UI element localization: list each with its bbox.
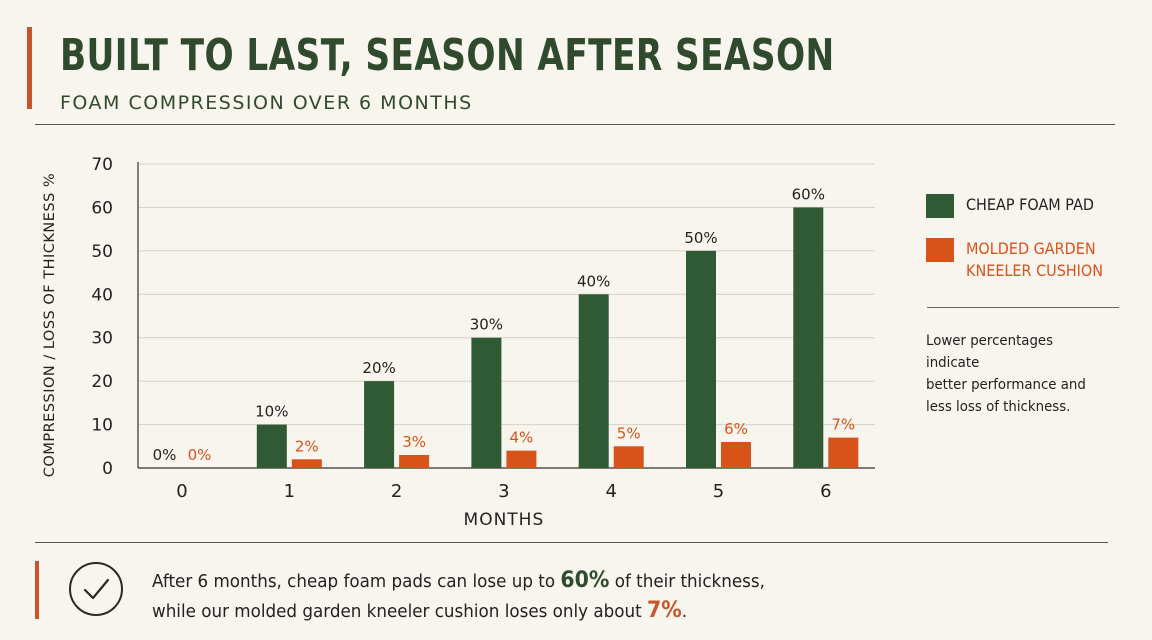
legend-item-cheap-foam-pad: CHEAP FOAM PAD [926, 194, 1108, 218]
legend-note-line2: better performance and [926, 377, 1086, 393]
legend-note-line3: less loss of thickness. [926, 399, 1071, 415]
chart-labels: 0 10 20 30 40 50 60 70 0 1 2 3 4 5 6 MONTHS COMPRESSION … [42, 155, 855, 530]
legend-text-line2: KNEELER CUSHION [966, 261, 1104, 280]
x-tick-label: 1 [284, 481, 295, 502]
y-tick-label: 30 [91, 329, 113, 349]
page-title: BUILT TO LAST, SEASON AFTER SEASON [60, 30, 835, 81]
footer-divider [35, 542, 1108, 543]
y-axis-title: COMPRESSION / LOSS OF THICKNESS % [42, 173, 58, 477]
y-tick-label: 40 [91, 285, 113, 305]
legend-label-cheap-foam-pad: CHEAP FOAM PAD [966, 194, 1094, 216]
legend-note: Lower percentages indicate better perfor… [926, 330, 1110, 418]
bar-molded-kneeler [828, 437, 859, 468]
data-label-cheap: 0% [153, 446, 177, 464]
x-tick-label: 2 [391, 481, 402, 502]
bar-cheap-foam-pad [793, 207, 824, 468]
x-tick-label: 4 [605, 481, 616, 502]
x-tick-label: 3 [498, 481, 509, 502]
data-label-molded: 5% [617, 424, 641, 442]
bar-cheap-foam-pad [686, 250, 716, 468]
legend-text: CHEAP FOAM PAD [966, 195, 1095, 214]
x-tick-label: 6 [820, 481, 831, 502]
callout-text-segment: After 6 months, cheap foam pads can lose… [152, 571, 561, 592]
bar-molded-kneeler [291, 459, 322, 468]
data-label-molded: 7% [831, 416, 855, 434]
bar-molded-kneeler [721, 441, 751, 468]
legend-label-molded-kneeler: MOLDED GARDEN KNEELER CUSHION [966, 238, 1103, 282]
bar-cheap-foam-pad [256, 424, 287, 468]
callout-text-segment: . [681, 601, 688, 622]
legend-divider [927, 307, 1119, 308]
callout-line1: After 6 months, cheap foam pads can lose… [152, 566, 765, 596]
bar-chart: 0 10 20 30 40 50 60 70 0 1 2 3 4 5 6 MONTHS COMPRESSION … [42, 155, 875, 530]
legend-swatch-orange [926, 238, 954, 262]
data-label-cheap: 60% [792, 185, 825, 203]
x-tick-label: 5 [713, 481, 724, 502]
chart-bars [256, 207, 859, 468]
callout-highlight-cheap: 60% [560, 568, 610, 593]
bar-cheap-foam-pad [364, 381, 395, 468]
data-label-molded: 4% [510, 429, 534, 447]
data-label-cheap: 40% [577, 272, 610, 290]
x-axis-title: MONTHS [464, 510, 545, 530]
callout-line2: while our molded garden kneeler cushion … [152, 596, 765, 626]
callout-highlight-molded: 7% [647, 598, 682, 623]
y-tick-label: 70 [91, 155, 113, 175]
header-divider [35, 124, 1115, 125]
y-tick-label: 60 [91, 198, 113, 218]
data-label-molded: 2% [295, 437, 319, 455]
callout-text: After 6 months, cheap foam pads can lose… [152, 566, 765, 626]
data-label-cheap: 50% [684, 229, 717, 247]
chart-gridlines [138, 163, 875, 426]
data-label-molded: 3% [402, 433, 426, 451]
data-label-molded: 0% [188, 446, 212, 464]
check-circle-icon [69, 562, 123, 616]
data-label-cheap: 10% [255, 403, 288, 421]
bar-cheap-foam-pad [578, 294, 609, 468]
y-tick-label: 50 [91, 242, 113, 262]
legend-swatch-green [926, 194, 954, 218]
y-tick-label: 10 [91, 416, 113, 436]
callout-text-segment: while our molded garden kneeler cushion … [152, 601, 648, 622]
data-label-cheap: 30% [470, 316, 503, 334]
callout-accent-bar [35, 561, 39, 619]
title-accent-bar [27, 27, 32, 109]
y-tick-label: 0 [102, 459, 113, 479]
x-tick-label: 0 [176, 481, 187, 502]
data-label-molded: 6% [724, 420, 748, 438]
page-subtitle: FOAM COMPRESSION OVER 6 MONTHS [60, 92, 473, 114]
y-tick-label: 20 [91, 372, 113, 392]
legend-item-molded-kneeler: MOLDED GARDEN KNEELER CUSHION [926, 238, 1118, 282]
bar-molded-kneeler [613, 446, 644, 468]
bar-molded-kneeler [506, 450, 537, 468]
bar-cheap-foam-pad [471, 337, 502, 468]
data-label-cheap: 20% [362, 359, 395, 377]
legend-text-line1: MOLDED GARDEN [966, 239, 1096, 258]
callout-text-segment: of their thickness, [609, 571, 765, 592]
legend-note-line1: Lower percentages indicate [926, 333, 1054, 371]
bar-molded-kneeler [399, 454, 430, 468]
